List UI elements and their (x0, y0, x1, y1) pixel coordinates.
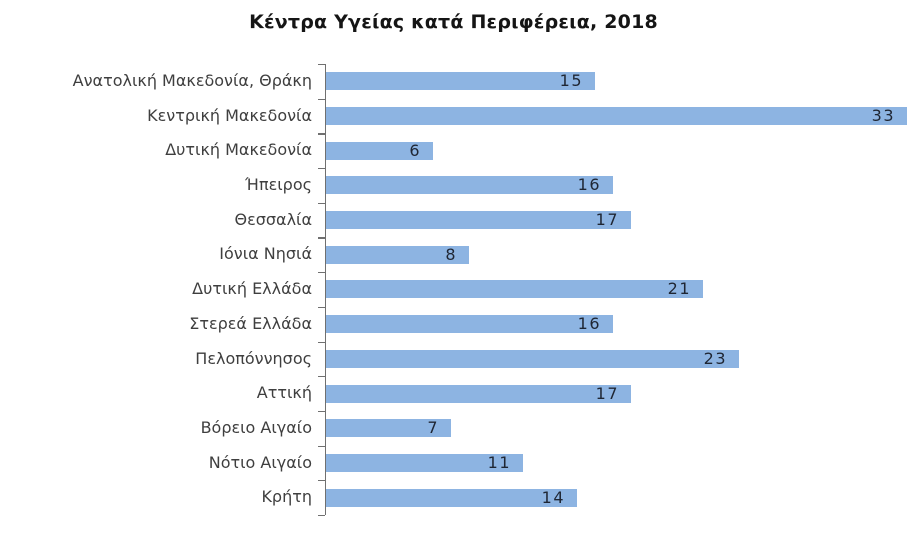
chart-row: Ανατολική Μακεδονία, Θράκη 15 (0, 64, 907, 99)
category-label: Αττική (256, 383, 312, 403)
chart-row: Δυτική Μακεδονία 6 (0, 133, 907, 168)
bar: 8 (325, 244, 469, 264)
chart-row: Νότιο Αιγαίο 11 (0, 446, 907, 481)
bar-value-label: 23 (703, 348, 727, 368)
category-label: Ήπειρος (245, 175, 312, 195)
bar: 16 (325, 175, 613, 195)
category-label: Θεσσαλία (234, 209, 313, 229)
category-label: Κρήτη (261, 487, 312, 507)
bar-value-label: 21 (667, 279, 691, 299)
category-label: Ιόνια Νησιά (219, 244, 312, 264)
bar-zone: 33 (325, 99, 907, 134)
bar: 33 (325, 106, 907, 126)
bar: 21 (325, 279, 703, 299)
bar: 23 (325, 348, 739, 368)
category-label: Δυτική Ελλάδα (192, 279, 312, 299)
y-axis-line (325, 64, 327, 515)
chart-title: Κέντρα Υγείας κατά Περιφέρεια, 2018 (249, 11, 658, 33)
bar-chart-rows: Ανατολική Μακεδονία, Θράκη 15 Κεντρική Μ… (0, 64, 907, 515)
bar-value-label: 17 (595, 383, 619, 403)
chart-row: Ήπειρος 16 (0, 168, 907, 203)
category-label: Ανατολική Μακεδονία, Θράκη (72, 71, 312, 90)
category-label: Στερεά Ελλάδα (189, 313, 312, 333)
bar-value-label: 8 (445, 244, 457, 264)
chart-row: Ιόνια Νησιά 8 (0, 237, 907, 272)
bar-zone: 11 (325, 446, 907, 481)
bar-zone: 15 (325, 64, 907, 99)
bar-zone: 21 (325, 272, 907, 307)
bar-zone: 16 (325, 307, 907, 342)
bar-zone: 17 (325, 376, 907, 411)
bar: 17 (325, 383, 631, 403)
chart-row: Κρήτη 14 (0, 480, 907, 515)
category-label: Δυτική Μακεδονία (165, 140, 312, 160)
bar-value-label: 16 (577, 314, 601, 334)
bar-value-label: 15 (559, 71, 583, 91)
bar-value-label: 14 (541, 487, 565, 507)
bar-zone: 23 (325, 342, 907, 377)
bar-zone: 8 (325, 237, 907, 272)
bar: 11 (325, 452, 523, 472)
bar-value-label: 33 (871, 106, 895, 126)
chart-row: Θεσσαλία 17 (0, 203, 907, 238)
category-label: Κεντρική Μακεδονία (147, 105, 312, 125)
chart-row: Πελοπόννησος 23 (0, 342, 907, 377)
bar-value-label: 16 (577, 175, 601, 195)
category-label: Πελοπόννησος (195, 348, 312, 368)
chart-row: Αττική 17 (0, 376, 907, 411)
chart-row: Στερεά Ελλάδα 16 (0, 307, 907, 342)
bar-value-label: 7 (427, 418, 439, 438)
bar-zone: 7 (325, 411, 907, 446)
bar: 6 (325, 140, 433, 160)
category-label: Βόρειο Αιγαίο (200, 417, 312, 437)
bar-value-label: 11 (487, 452, 511, 472)
chart-row: Κεντρική Μακεδονία 33 (0, 99, 907, 134)
category-label: Νότιο Αιγαίο (208, 452, 312, 472)
bar: 7 (325, 418, 451, 438)
bar: 14 (325, 487, 577, 507)
bar: 16 (325, 314, 613, 334)
chart-row: Δυτική Ελλάδα 21 (0, 272, 907, 307)
axis-tick (318, 514, 325, 517)
bar-zone: 6 (325, 133, 907, 168)
bar-zone: 17 (325, 203, 907, 238)
bar: 17 (325, 210, 631, 230)
bar: 15 (325, 71, 595, 91)
bar-value-label: 6 (409, 140, 421, 160)
bar-value-label: 17 (595, 210, 619, 230)
bar-zone: 14 (325, 480, 907, 515)
bar-zone: 16 (325, 168, 907, 203)
chart-row: Βόρειο Αιγαίο 7 (0, 411, 907, 446)
